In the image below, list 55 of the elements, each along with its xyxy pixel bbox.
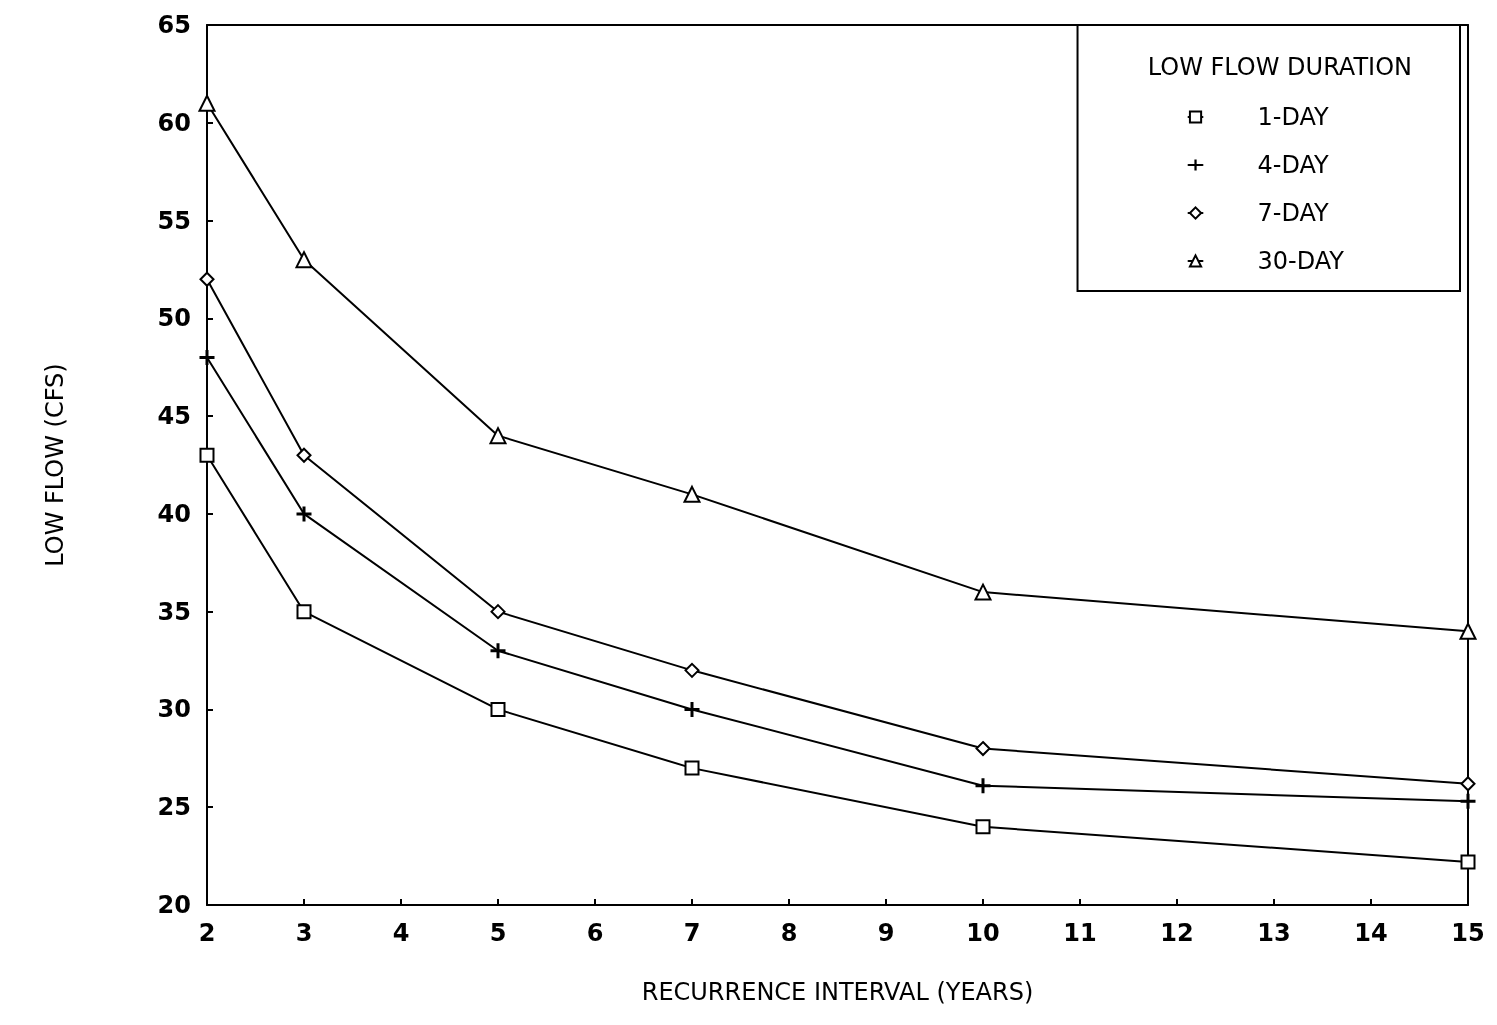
x-tick-label: 7 (683, 919, 701, 947)
point (683, 485, 701, 503)
legend-label: 7-DAY (1257, 199, 1330, 227)
point (975, 741, 991, 757)
legend-label: 1-DAY (1257, 103, 1330, 131)
point (490, 701, 506, 717)
y-tick-label: 50 (157, 304, 191, 333)
x-tick-label: 11 (1063, 919, 1097, 947)
legend-title: LOW FLOW DURATION (1147, 53, 1413, 81)
point (490, 643, 506, 659)
y-tick-label: 20 (157, 891, 191, 919)
x-axis-title: RECURRENCE INTERVAL (YEARS) (641, 978, 1034, 1006)
point (295, 251, 313, 269)
x-tick-label: 12 (1160, 919, 1194, 947)
point (975, 819, 991, 835)
y-tick-label: 35 (157, 597, 191, 626)
y-tick-label: 25 (157, 793, 191, 822)
x-tick-label: 3 (295, 919, 313, 947)
y-tick-label: 55 (157, 206, 191, 235)
point (199, 271, 215, 287)
point (1460, 854, 1476, 870)
point (684, 662, 700, 678)
point (684, 701, 700, 717)
x-tick-label: 4 (392, 919, 410, 947)
y-tick-label: 65 (157, 11, 191, 39)
point (1460, 793, 1476, 809)
point (974, 583, 992, 601)
point (975, 778, 991, 794)
y-tick-label: 45 (157, 402, 191, 431)
point (296, 447, 312, 463)
y-axis-title: LOW FLOW (CFS) (41, 363, 69, 567)
x-tick-label: 5 (489, 919, 507, 947)
legend-label: 4-DAY (1257, 151, 1330, 179)
y-tick-label: 30 (157, 695, 191, 724)
point (489, 427, 507, 445)
x-tick-label: 9 (877, 919, 895, 947)
point (199, 447, 215, 463)
point (296, 604, 312, 620)
x-tick-label: 8 (780, 919, 798, 947)
y-tick-label: 60 (157, 108, 191, 137)
x-tick-label: 10 (966, 919, 1000, 947)
x-tick-label: 14 (1354, 919, 1388, 947)
x-tick-label: 2 (198, 919, 216, 947)
point (684, 760, 700, 776)
x-tick-label: 15 (1451, 919, 1485, 947)
x-tick-label: 13 (1257, 919, 1291, 947)
point (199, 349, 215, 365)
point (490, 604, 506, 620)
y-tick-label: 40 (157, 499, 191, 528)
x-tick-label: 6 (586, 919, 604, 947)
legend-label: 30-DAY (1257, 247, 1345, 275)
point (1460, 776, 1476, 792)
point (296, 506, 312, 522)
point (1459, 622, 1477, 640)
point (198, 94, 216, 112)
